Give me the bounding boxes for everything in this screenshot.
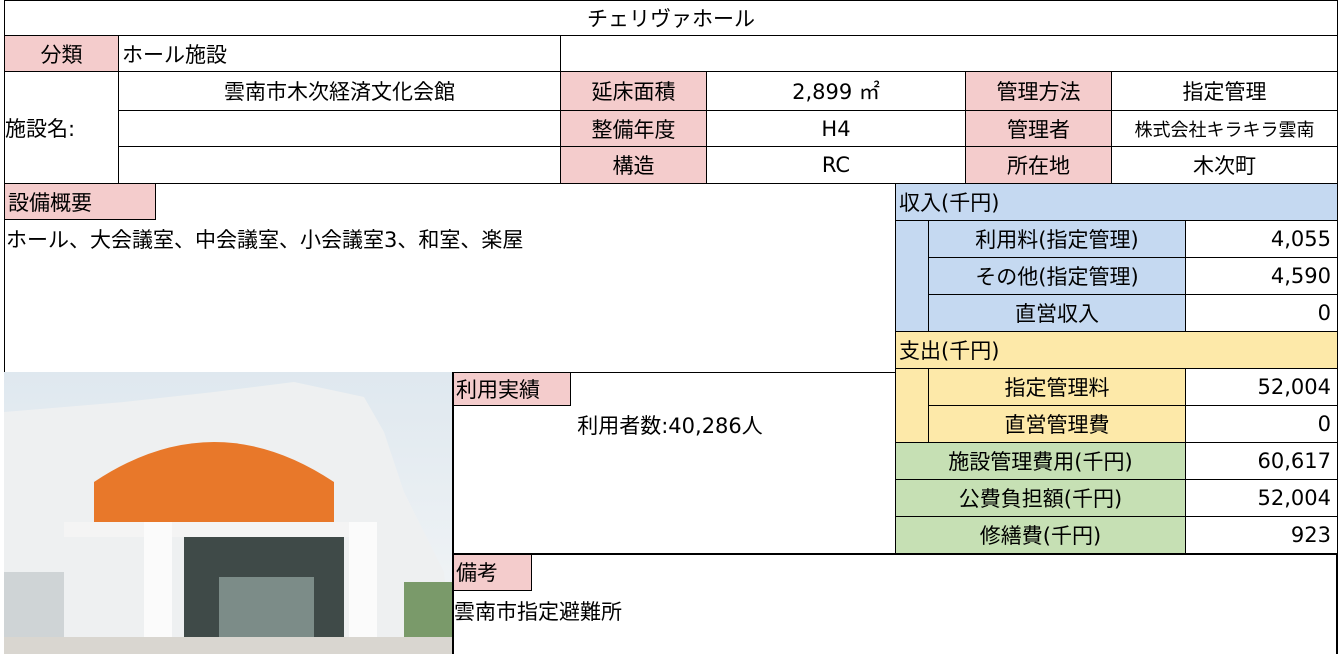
spec-value: 2,899 ㎡: [706, 71, 966, 111]
divider: [1336, 553, 1338, 654]
spec-label: 整備年度: [560, 110, 707, 147]
remarks-label: 備考: [452, 553, 532, 591]
income-label: 直営収入: [928, 294, 1186, 332]
income-label: その他(指定管理): [928, 257, 1186, 295]
divider: [452, 372, 454, 654]
income-label: 利用料(指定管理): [928, 220, 1186, 258]
empty-cell: [560, 35, 1338, 72]
income-value: 0: [1185, 294, 1338, 332]
spec-value: 木次町: [1111, 146, 1338, 184]
spec-value: RC: [706, 146, 966, 184]
classification-label: 分類: [4, 35, 119, 72]
summary-value: 923: [1185, 516, 1338, 554]
expenditure-value: 52,004: [1185, 368, 1338, 406]
facility-name: 雲南市木次経済文化会館: [118, 71, 561, 111]
equipment-label: 設備概要: [4, 183, 156, 220]
expenditure-label: 直営管理費: [928, 405, 1186, 443]
expenditure-strip: [895, 368, 929, 443]
expenditure-label: 指定管理料: [928, 368, 1186, 406]
income-strip: [895, 220, 929, 332]
summary-label: 施設管理費用(千円): [895, 442, 1186, 480]
summary-label: 公費負担額(千円): [895, 479, 1186, 517]
spec-label: 管理者: [965, 110, 1112, 147]
summary-label: 修繕費(千円): [895, 516, 1186, 554]
facility-label: 施設名:: [4, 71, 119, 184]
spec-value: 株式会社キラキラ雲南: [1111, 110, 1338, 147]
classification-value: ホール施設: [118, 35, 561, 72]
expenditure-value: 0: [1185, 405, 1338, 443]
empty-cell: [118, 110, 561, 147]
income-header: 収入(千円): [895, 183, 1338, 221]
summary-value: 52,004: [1185, 479, 1338, 517]
equipment-text: ホール、大会議室、中会議室、小会議室3、和室、楽屋: [6, 227, 524, 252]
empty-cell: [118, 146, 561, 184]
spec-label: 構造: [560, 146, 707, 184]
usage-label: 利用実績: [452, 372, 571, 406]
spec-value: 指定管理: [1111, 71, 1338, 111]
income-value: 4,590: [1185, 257, 1338, 295]
spec-label: 所在地: [965, 146, 1112, 184]
remarks-text: 雲南市指定避難所: [454, 600, 622, 624]
spec-value: H4: [706, 110, 966, 147]
usage-text: 利用者数:40,286人: [577, 414, 763, 438]
spec-label: 延床面積: [560, 71, 707, 111]
title: チェリヴァホール: [4, 0, 1338, 36]
spec-label: 管理方法: [965, 71, 1112, 111]
summary-value: 60,617: [1185, 442, 1338, 480]
photo: [4, 372, 453, 654]
expenditure-header: 支出(千円): [895, 331, 1338, 369]
income-value: 4,055: [1185, 220, 1338, 258]
